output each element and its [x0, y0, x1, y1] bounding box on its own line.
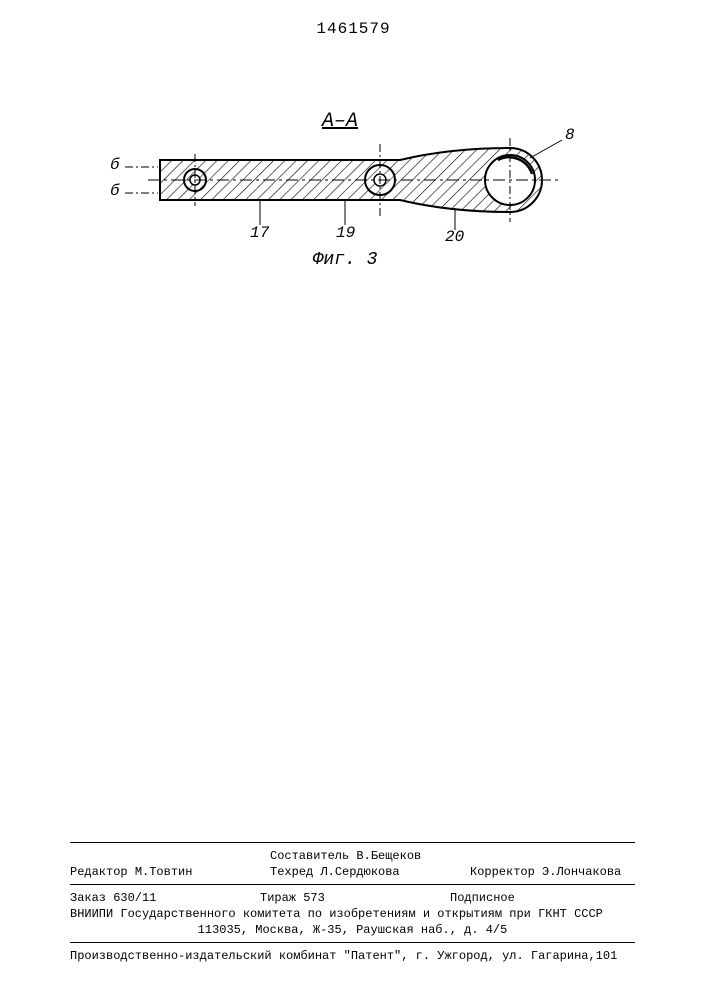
techred-label: Техред [270, 865, 313, 879]
corrector: Корректор Э.Лончакова [470, 864, 621, 880]
tirazh: Тираж 573 [260, 890, 450, 906]
page-number: 1461579 [0, 20, 707, 38]
corrector-name: Э.Лончакова [542, 865, 621, 879]
corrector-label: Корректор [470, 865, 535, 879]
imprint-line2: 113035, Москва, Ж-35, Раушская наб., д. … [70, 922, 635, 938]
compiler-name: В.Бещеков [356, 849, 421, 863]
techred-name: Л.Сердюкова [320, 865, 399, 879]
label-8: 8 [565, 126, 575, 144]
leader-8 [530, 140, 562, 158]
label-b-bottom: б [110, 182, 120, 200]
label-19: 19 [336, 224, 355, 242]
order-no: Заказ 630/11 [70, 890, 260, 906]
label-b-top: б [110, 156, 120, 174]
imprint-line1: ВНИИПИ Государственного комитета по изоб… [70, 906, 635, 922]
compiler-label: Составитель [270, 849, 349, 863]
rule-2 [70, 884, 635, 885]
label-17: 17 [250, 224, 269, 242]
imprint-row-1: Заказ 630/11 Тираж 573 Подписное ВНИИПИ … [70, 890, 635, 939]
techred: Техред Л.Сердюкова [270, 864, 470, 880]
editor-name: М.Товтин [135, 865, 193, 879]
imprint-row-2: Производственно-издательский комбинат "П… [70, 948, 635, 964]
label-20: 20 [445, 228, 464, 246]
rule-3 [70, 942, 635, 943]
figure-3-drawing [100, 130, 600, 270]
patent-page: 1461579 А–А [0, 0, 707, 1000]
compiler: Составитель В.Бещеков [270, 848, 421, 864]
editor: Редактор М.Товтин [70, 864, 270, 880]
credits-block: Составитель В.Бещеков Редактор М.Товтин … [70, 848, 635, 880]
imprint-line3: Производственно-издательский комбинат "П… [70, 948, 635, 964]
rule-1 [70, 842, 635, 843]
editor-label: Редактор [70, 865, 128, 879]
figure-3: А–А [100, 120, 600, 290]
figure-caption: Фиг. 3 [305, 250, 385, 270]
subscription: Подписное [450, 890, 515, 906]
